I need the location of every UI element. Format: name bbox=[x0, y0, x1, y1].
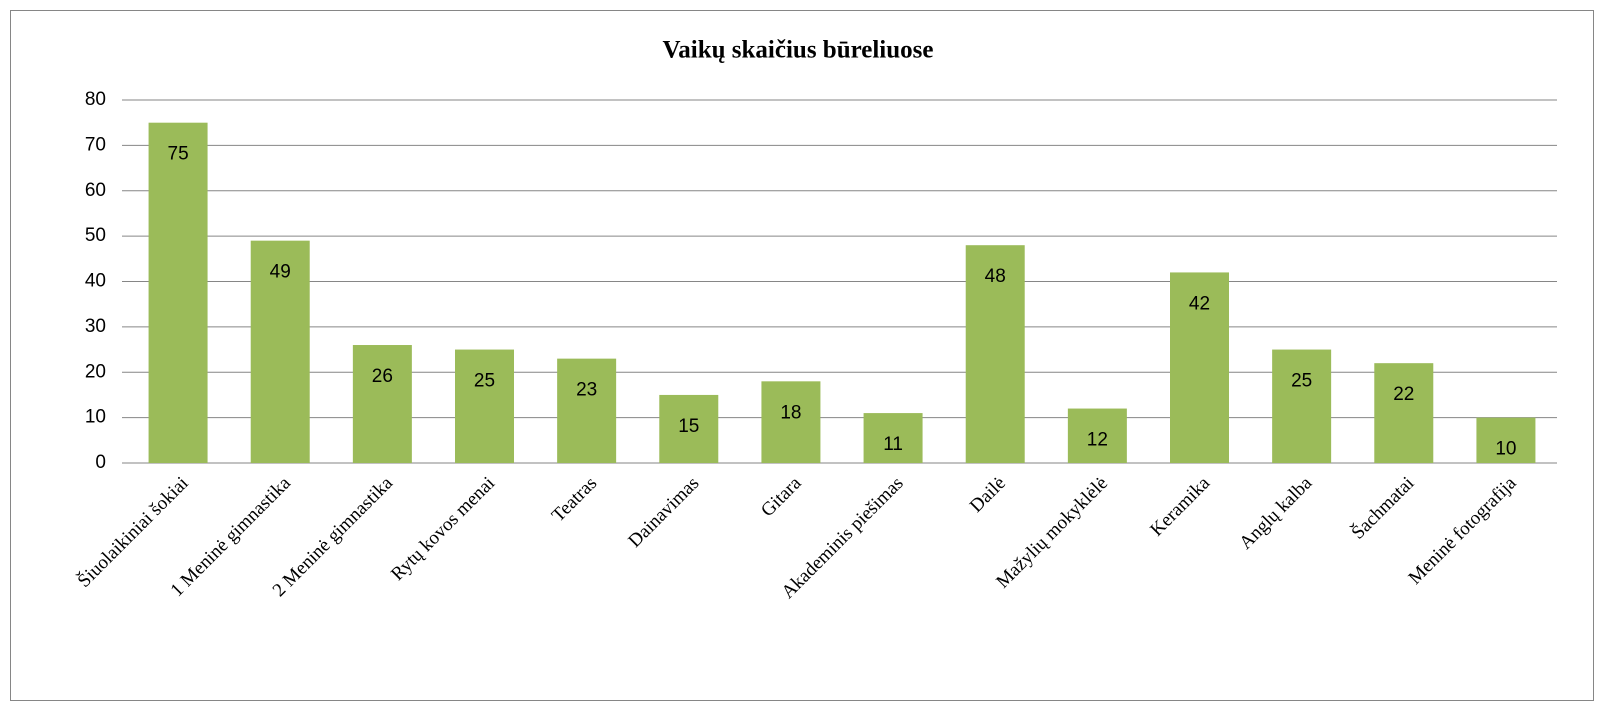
bar bbox=[352, 345, 412, 463]
y-tick-label: 40 bbox=[85, 271, 106, 292]
y-tick-label: 50 bbox=[85, 225, 106, 246]
bar bbox=[659, 394, 719, 463]
y-tick-label: 20 bbox=[85, 361, 106, 382]
chart-border bbox=[10, 10, 1594, 701]
bar bbox=[1272, 349, 1332, 463]
data-label: 15 bbox=[678, 416, 699, 437]
data-label: 42 bbox=[1189, 293, 1210, 314]
data-label: 18 bbox=[780, 402, 801, 423]
bar bbox=[1067, 408, 1127, 463]
y-tick-label: 60 bbox=[85, 180, 106, 201]
bar bbox=[761, 381, 821, 463]
data-label: 22 bbox=[1393, 384, 1414, 405]
bar bbox=[863, 413, 923, 463]
bar bbox=[455, 349, 514, 463]
data-label: 26 bbox=[372, 366, 393, 387]
y-tick-label: 10 bbox=[85, 407, 106, 428]
data-label: 48 bbox=[985, 266, 1006, 287]
bar bbox=[1476, 417, 1536, 463]
data-label: 12 bbox=[1087, 430, 1108, 451]
y-tick-label: 80 bbox=[85, 89, 106, 110]
data-label: 75 bbox=[168, 144, 189, 165]
data-label: 25 bbox=[1291, 371, 1312, 392]
data-label: 25 bbox=[474, 371, 495, 392]
data-label: 49 bbox=[270, 262, 291, 283]
bar bbox=[557, 358, 617, 463]
y-tick-label: 70 bbox=[85, 134, 106, 155]
y-tick-label: 30 bbox=[85, 316, 106, 337]
y-tick-label: 0 bbox=[95, 452, 106, 473]
bar bbox=[965, 245, 1025, 463]
bar bbox=[250, 240, 310, 463]
bar bbox=[1374, 363, 1434, 463]
data-label: 23 bbox=[576, 380, 597, 401]
bar bbox=[148, 122, 208, 463]
chart-title: Vaikų skaičius būreliuose bbox=[663, 37, 934, 64]
data-label: 10 bbox=[1495, 439, 1516, 460]
bar bbox=[1170, 272, 1229, 463]
data-label: 11 bbox=[883, 434, 903, 455]
